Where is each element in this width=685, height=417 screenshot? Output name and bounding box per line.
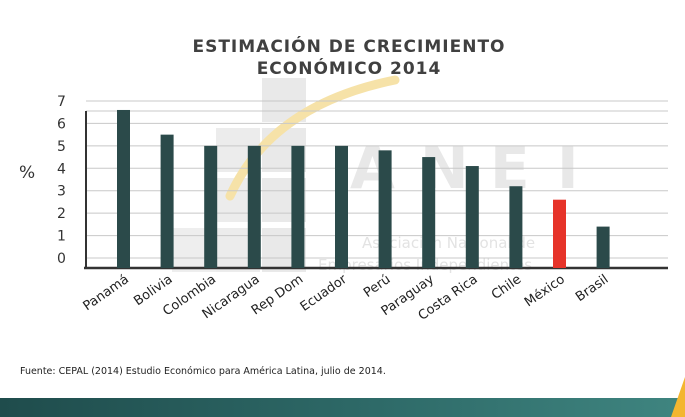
y-tick-label: 1: [57, 229, 66, 245]
y-tick-label: 6: [57, 116, 66, 132]
y-tick-label: 3: [57, 184, 66, 200]
y-tick-label: 0: [57, 251, 66, 267]
y-tick-label: 2: [57, 206, 66, 222]
y-tick-label: 4: [57, 161, 66, 177]
category-label: Brasil: [573, 272, 611, 305]
category-label: Panamá: [81, 272, 132, 314]
watermark-line-1: Asociación Nacional de: [362, 234, 535, 252]
bar: [160, 134, 174, 268]
bar: [596, 226, 610, 268]
bar: [204, 145, 218, 268]
category-label: Chile: [489, 272, 524, 303]
y-tick-label: 5: [57, 139, 66, 155]
chart-title-line-1: ESTIMACIÓN DE CRECIMIENTO: [192, 35, 505, 57]
chart-title: ESTIMACIÓN DE CRECIMIENTO ECONÓMICO 2014: [192, 35, 505, 79]
bar: [117, 109, 130, 268]
bar: [422, 157, 436, 268]
bar: [465, 166, 479, 268]
footer-bar: [0, 398, 685, 417]
category-label: México: [522, 272, 568, 310]
bar: [247, 145, 261, 268]
footer-accent: [671, 377, 685, 417]
source-note: Fuente: CEPAL (2014) Estudio Económico p…: [20, 366, 386, 377]
bar: [335, 145, 348, 268]
watermark-swoosh: [225, 75, 400, 201]
bar: [378, 150, 392, 268]
bar: [509, 186, 523, 268]
category-label: Perú: [361, 272, 393, 301]
y-tick-label: 7: [57, 94, 66, 110]
category-label: Ecuador: [298, 272, 351, 315]
bar: [291, 145, 305, 268]
bar: [553, 199, 566, 268]
chart-title-line-2: ECONÓMICO 2014: [257, 57, 442, 79]
y-axis-label: %: [19, 163, 35, 183]
